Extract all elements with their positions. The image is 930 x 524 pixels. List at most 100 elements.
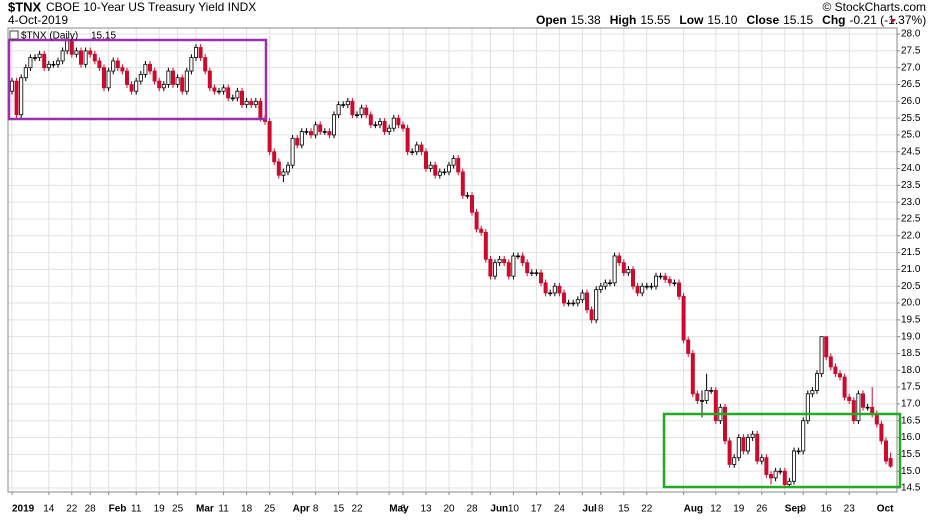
candle-body — [290, 137, 295, 166]
copyright: © StockCharts.com — [822, 0, 926, 14]
candle-body — [267, 121, 272, 153]
candle-body — [713, 390, 718, 422]
candle-body — [433, 164, 438, 176]
range-box-top — [7, 38, 268, 121]
candle-body — [336, 104, 341, 116]
candle-body — [736, 437, 741, 459]
candle-body — [19, 77, 24, 116]
x-tick-label: 28 — [85, 504, 97, 515]
candle-body — [391, 117, 396, 129]
y-tick-label: 18.5 — [901, 348, 921, 359]
quote-value: 15.10 — [707, 13, 737, 27]
candle-body — [557, 285, 562, 294]
candle-body — [318, 124, 323, 132]
candle-body — [474, 211, 479, 230]
x-tick-label: 16 — [821, 504, 833, 515]
candle-body — [815, 373, 820, 391]
candle-body — [92, 53, 97, 62]
candle-body — [46, 63, 51, 69]
y-tick-label: 24.0 — [901, 163, 921, 174]
x-tick-label: Apr — [293, 504, 310, 515]
candle-body — [65, 40, 70, 52]
y-tick-label: 27.0 — [901, 62, 921, 73]
candle-body — [764, 457, 769, 475]
y-tick-label: 26.5 — [901, 79, 921, 90]
y-tick-label: 25.0 — [901, 130, 921, 141]
candle-body — [129, 84, 134, 92]
candle-body — [709, 390, 714, 392]
candle-body — [42, 53, 47, 69]
candle-body — [327, 131, 332, 136]
x-tick-label: 28 — [466, 504, 478, 515]
x-tick-label: 8 — [313, 504, 319, 515]
candle-body — [819, 336, 824, 375]
candle-body — [355, 114, 360, 116]
y-tick-label: 14.5 — [901, 483, 921, 494]
candle-body — [575, 299, 580, 304]
x-tick-label: 26 — [756, 504, 768, 515]
candle-body — [493, 262, 498, 277]
candle-body — [410, 151, 415, 153]
candle-body — [387, 127, 392, 132]
candle-body — [861, 393, 866, 408]
candle-body — [594, 289, 599, 321]
x-tick-label: 15 — [618, 504, 630, 515]
candle-body — [562, 292, 567, 304]
candle-body — [695, 393, 700, 401]
candle-body — [102, 67, 107, 89]
y-tick-label: 19.5 — [901, 314, 921, 325]
x-tick-label: 22 — [351, 504, 363, 515]
x-tick-label: 24 — [554, 504, 566, 515]
x-tick-label: 10 — [508, 504, 520, 515]
candle-body — [824, 336, 829, 358]
candle-body — [240, 90, 245, 106]
candle-body — [552, 285, 557, 294]
down-arrow — [890, 19, 896, 23]
y-tick-label: 25.5 — [901, 113, 921, 124]
candle-body — [253, 100, 258, 106]
x-tick-label: 18 — [241, 504, 253, 515]
candle-body — [322, 131, 327, 133]
candle-body — [120, 67, 125, 72]
candle-body — [686, 339, 691, 354]
candle-body — [681, 295, 686, 341]
candle-body — [539, 272, 544, 284]
quote-label: Low — [679, 13, 704, 27]
candle-body — [838, 373, 843, 378]
x-tick-label: May — [389, 504, 409, 515]
candle-body — [115, 60, 120, 69]
candle-body — [644, 285, 649, 288]
y-tick-label: 21.0 — [901, 264, 921, 275]
quote-value: 15.55 — [640, 13, 670, 27]
candle-body — [677, 282, 682, 297]
candle-body — [74, 50, 79, 55]
x-tick-label: Feb — [109, 504, 127, 515]
x-tick-label: 2019 — [12, 504, 35, 515]
x-tick-label: Aug — [684, 504, 703, 515]
x-tick-label: 13 — [420, 504, 432, 515]
candle-body — [134, 80, 139, 92]
candle-body — [299, 131, 304, 146]
candle-body — [180, 77, 185, 92]
date: 4-Oct-2019 — [8, 13, 68, 27]
candle-body — [382, 121, 387, 132]
y-tick-label: 17.5 — [901, 382, 921, 393]
candle-body — [364, 107, 369, 116]
candle-body — [796, 450, 801, 453]
range-box-bottom — [662, 412, 902, 489]
candle-body — [782, 470, 787, 486]
plot-frame — [7, 27, 898, 493]
candle-body — [272, 151, 277, 163]
y-tick-label: 16.5 — [901, 415, 921, 426]
candle-body — [851, 400, 856, 422]
candle-body — [580, 292, 585, 301]
candle-body — [51, 63, 56, 66]
x-tick-label: Jul — [582, 504, 597, 515]
candle-body — [341, 104, 346, 106]
candle-body — [401, 124, 406, 129]
y-tick-label: 21.5 — [901, 247, 921, 258]
candle-body — [456, 158, 461, 173]
candle-body — [230, 97, 235, 100]
candle-body — [525, 262, 530, 274]
